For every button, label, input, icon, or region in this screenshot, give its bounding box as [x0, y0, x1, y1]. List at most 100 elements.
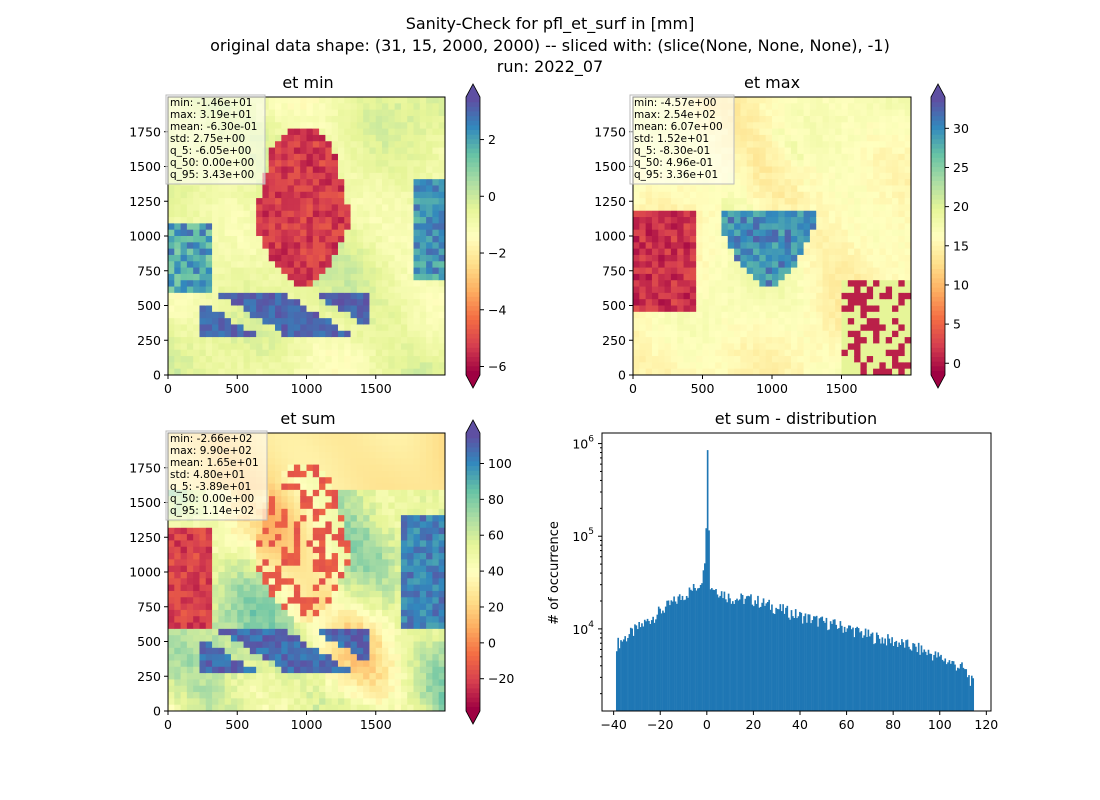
- heatmap-cell: [879, 261, 887, 269]
- heatmap-cell: [199, 191, 207, 199]
- heatmap-cell: [325, 305, 333, 313]
- heatmap-cell: [268, 451, 276, 459]
- heatmap-cell: [186, 692, 194, 699]
- heatmap-cell: [369, 318, 377, 325]
- heatmap-cell: [702, 324, 710, 332]
- heatmap-cell: [262, 590, 270, 598]
- heatmap-cell: [180, 267, 188, 275]
- heatmap-cell: [904, 229, 912, 237]
- heatmap-cell: [275, 673, 282, 680]
- heatmap-cell: [438, 229, 446, 237]
- heatmap-cell: [860, 349, 868, 357]
- heatmap-cell: [331, 204, 339, 212]
- heatmap-cell: [708, 368, 716, 376]
- heatmap-cell: [438, 141, 446, 149]
- heatmap-cell: [854, 97, 861, 104]
- heatmap-cell: [394, 191, 402, 199]
- stats-min: min: -4.57e+00: [634, 97, 716, 109]
- heatmap-cell: [841, 122, 849, 130]
- heatmap-cell: [306, 115, 314, 123]
- heatmap-cell: [765, 362, 773, 370]
- heatmap-cell: [281, 97, 289, 104]
- heatmap-cell: [256, 368, 263, 376]
- heatmap-cell: [350, 273, 358, 281]
- heatmap-cell: [325, 191, 333, 199]
- heatmap-cell: [218, 546, 226, 554]
- heatmap-cell: [281, 641, 289, 649]
- heatmap-cell: [186, 261, 194, 269]
- heatmap-cell: [281, 362, 289, 370]
- heatmap-cell: [904, 292, 912, 300]
- heatmap-cell: [753, 166, 760, 174]
- heatmap-cell: [275, 496, 282, 503]
- heatmap-cell: [249, 229, 257, 237]
- heatmap-cell: [438, 261, 446, 269]
- heatmap-cell: [180, 641, 188, 649]
- colorbar-segment: [931, 217, 945, 223]
- heatmap-cell: [249, 673, 257, 680]
- heatmap-cell: [866, 223, 874, 231]
- colorbar-segment: [931, 129, 945, 135]
- heatmap-cell: [696, 248, 703, 256]
- heatmap-cell: [174, 292, 182, 300]
- heatmap-cell: [803, 204, 811, 212]
- heatmap-cell: [860, 109, 868, 117]
- heatmap-cell: [331, 172, 339, 180]
- heatmap-cell: [369, 292, 377, 300]
- heatmap-cell: [677, 204, 685, 212]
- heatmap-cell: [721, 362, 729, 370]
- heatmap-cell: [394, 356, 402, 363]
- heatmap-cell: [199, 553, 207, 560]
- heatmap-cell: [721, 305, 729, 313]
- heatmap-cell: [790, 292, 798, 300]
- heatmap-cell: [797, 191, 805, 199]
- heatmap-cell: [275, 337, 282, 344]
- heatmap-cell: [275, 603, 282, 611]
- heatmap-cell: [639, 368, 647, 376]
- heatmap-cell: [262, 292, 270, 300]
- heatmap-cell: [382, 280, 389, 288]
- heatmap-cell: [847, 236, 855, 243]
- heatmap-cell: [658, 286, 666, 294]
- heatmap-cell: [426, 97, 433, 104]
- heatmap-cell: [860, 330, 868, 338]
- heatmap-cell: [193, 553, 200, 560]
- heatmap-cell: [193, 641, 200, 649]
- y-tick-label: 0: [618, 368, 626, 383]
- heatmap-cell: [746, 217, 754, 224]
- heatmap-cell: [337, 356, 345, 363]
- heatmap-cell: [822, 134, 830, 142]
- heatmap-cell: [369, 210, 377, 218]
- heatmap-cell: [369, 217, 377, 224]
- heatmap-cell: [287, 109, 295, 117]
- heatmap-cell: [331, 311, 339, 319]
- heatmap-cell: [740, 242, 748, 250]
- heatmap-cell: [708, 267, 716, 275]
- heatmap-cell: [426, 267, 433, 275]
- heatmap-cell: [772, 267, 779, 275]
- heatmap-cell: [740, 273, 748, 281]
- heatmap-cell: [224, 565, 232, 573]
- heatmap-cell: [866, 204, 874, 212]
- heatmap-cell: [281, 128, 289, 136]
- colorbar-segment: [931, 208, 945, 214]
- colorbar-segment: [466, 324, 480, 330]
- heatmap-cell: [287, 217, 295, 224]
- heatmap-cell: [356, 191, 364, 199]
- heatmap-cell: [394, 128, 402, 136]
- heatmap-cell: [268, 433, 276, 440]
- heatmap-cell: [262, 343, 270, 351]
- heatmap-cell: [664, 337, 672, 344]
- heatmap-cell: [772, 248, 779, 256]
- heatmap-cell: [426, 128, 433, 136]
- heatmap-cell: [243, 616, 251, 624]
- heatmap-cell: [256, 590, 263, 598]
- heatmap-cell: [778, 185, 786, 193]
- heatmap-cell: [256, 609, 263, 617]
- heatmap-cell: [230, 198, 238, 205]
- heatmap-cell: [873, 292, 880, 300]
- heatmap-cell: [809, 292, 817, 300]
- heatmap-cell: [312, 242, 320, 250]
- heatmap-cell: [180, 673, 188, 680]
- heatmap-cell: [325, 267, 333, 275]
